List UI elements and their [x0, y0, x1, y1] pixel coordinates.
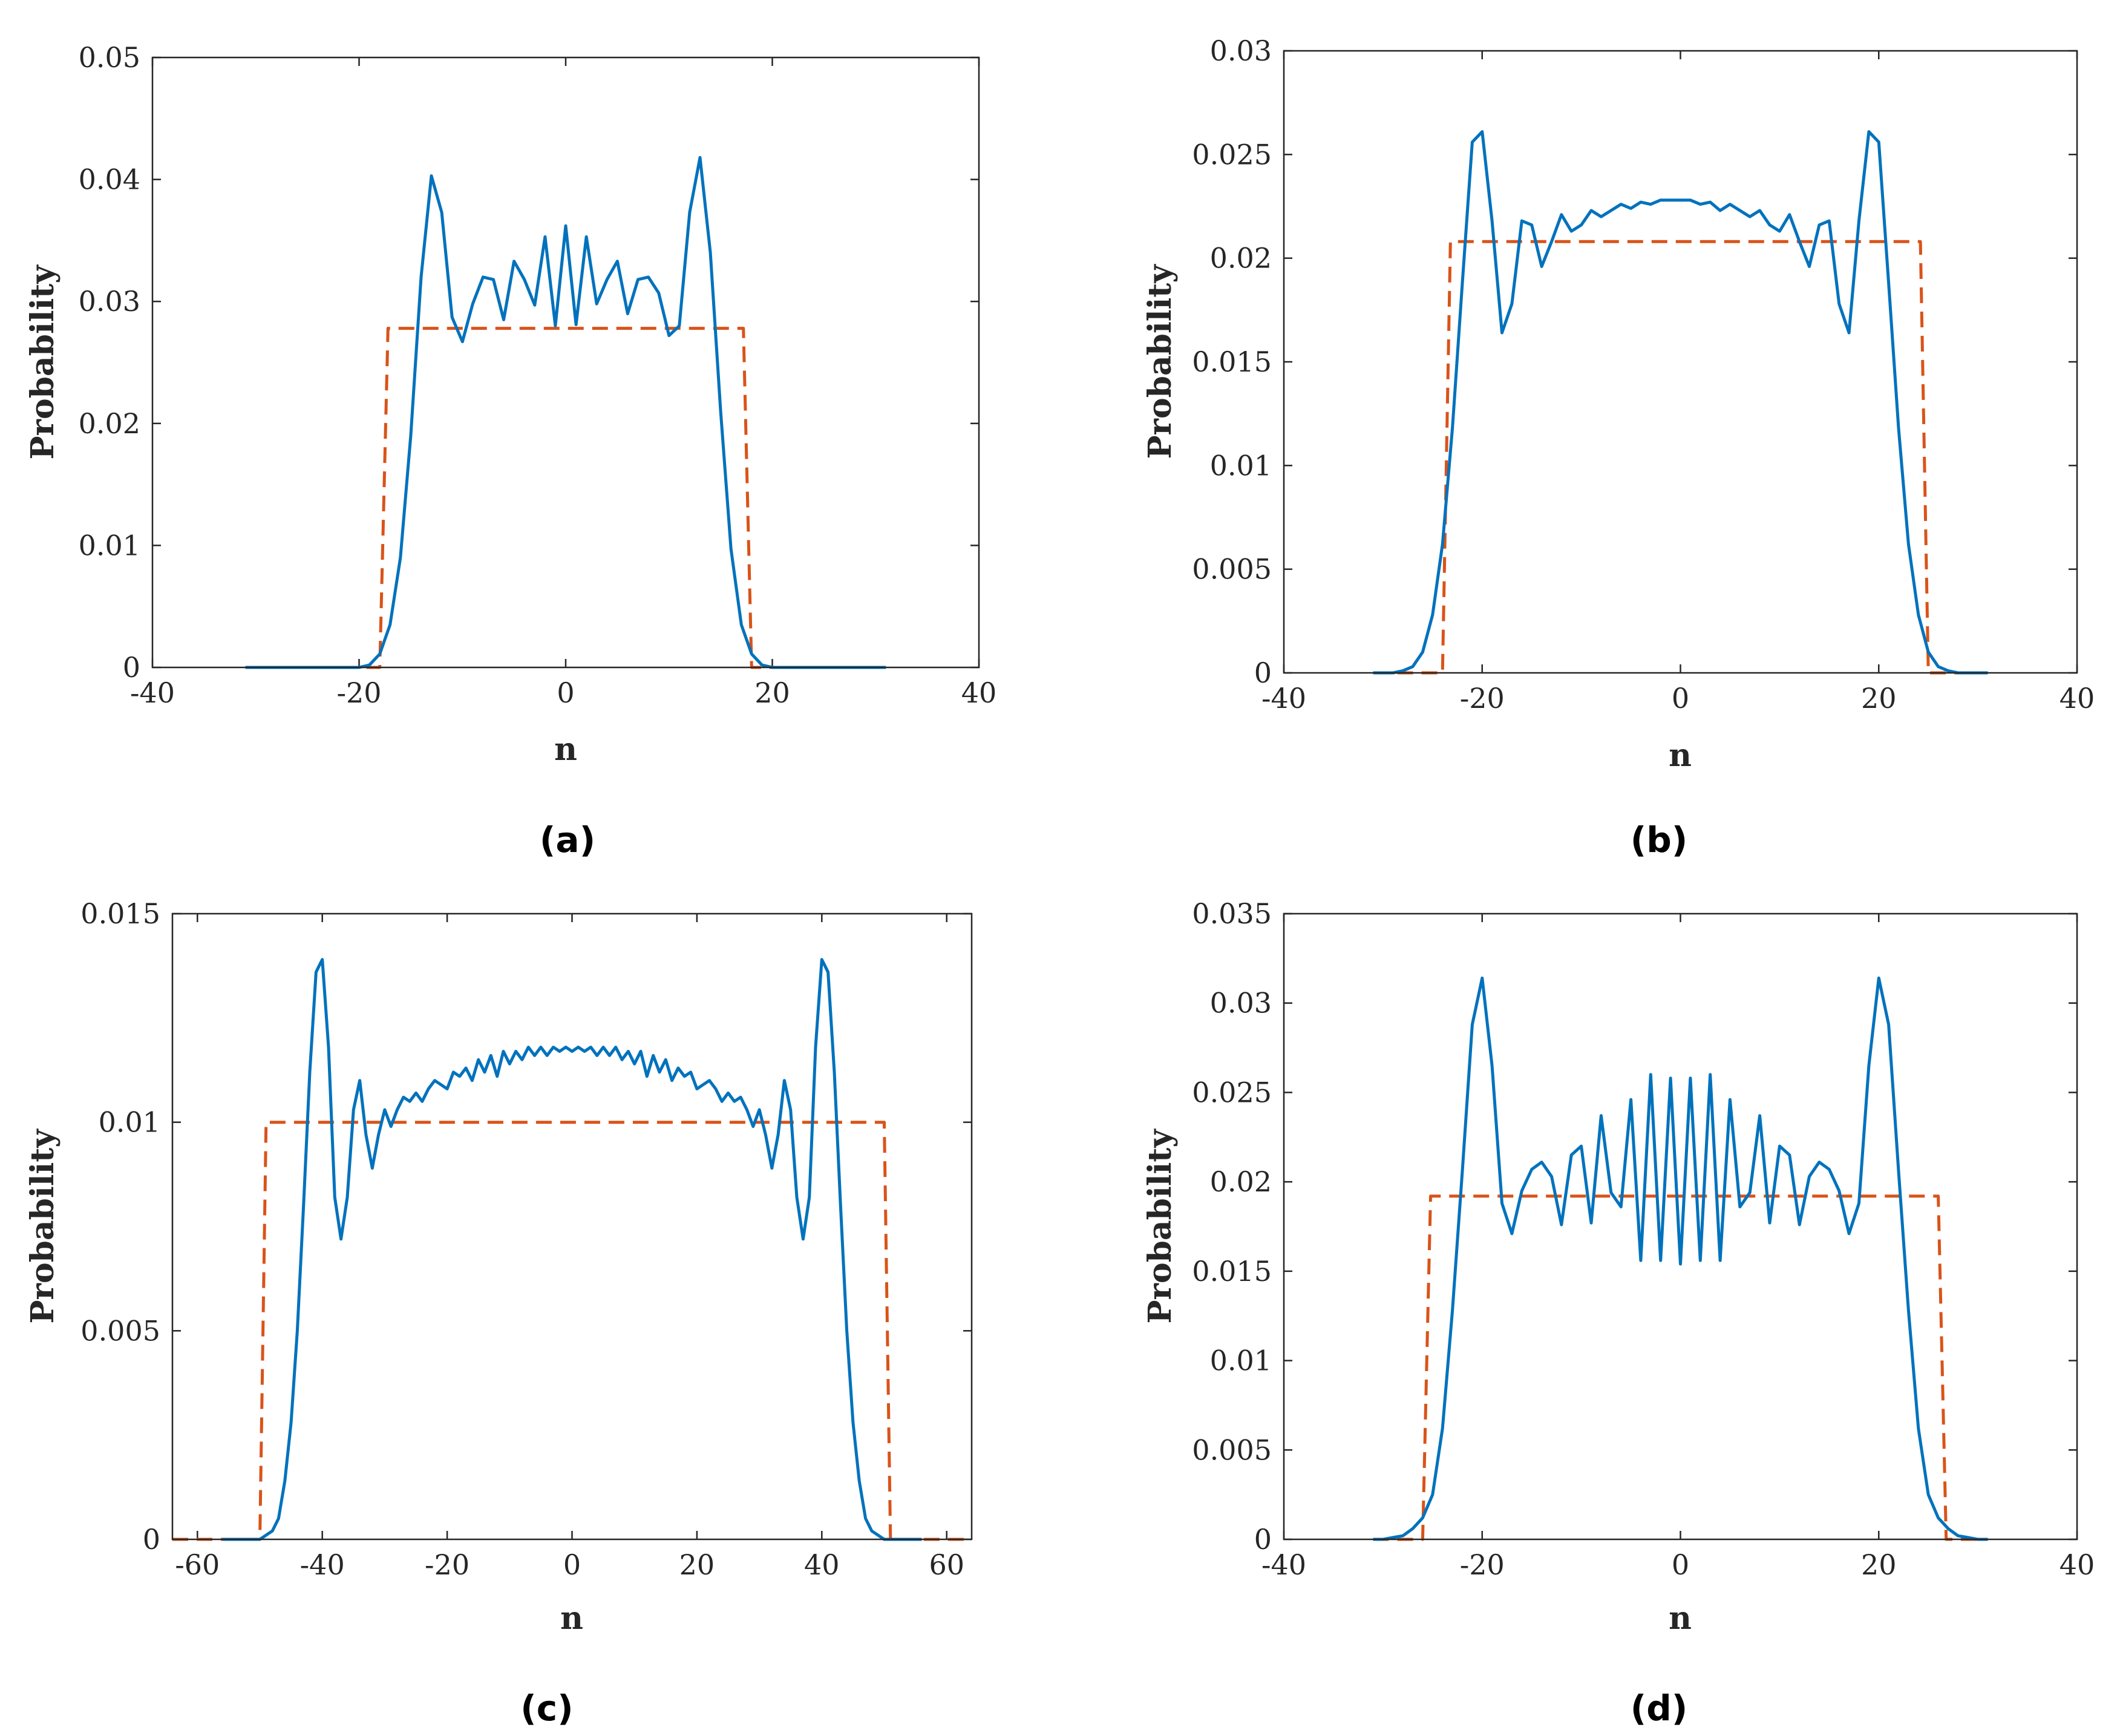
- panel-c-series-simulated: [222, 958, 922, 1541]
- panel-b-caption: (b): [1631, 819, 1688, 860]
- panel-d-ylabel: Probability: [1142, 1128, 1179, 1324]
- panel-c-ytick-label: 0: [143, 1523, 160, 1556]
- panel-a-xtick-label: -20: [336, 676, 381, 709]
- panel-b-ytick-label: 0.015: [1192, 346, 1272, 378]
- panel-b-plot-area: [1283, 50, 2078, 674]
- panel-b-xtick-label: 20: [1861, 682, 1897, 715]
- panel-a-ylabel: Probability: [24, 264, 61, 460]
- panel-b-ytick-label: 0.01: [1210, 449, 1272, 482]
- panel-a-plot-area: [151, 56, 980, 669]
- panel-d-ytick-label: 0.035: [1192, 897, 1272, 930]
- panel-a-xtick-label: 20: [754, 676, 790, 709]
- panel-c-xlabel: n: [560, 1600, 583, 1637]
- panel-a-ytick-label: 0.05: [79, 41, 140, 74]
- panel-b-xtick-label: 40: [2059, 682, 2095, 715]
- panel-d-ytick-label: 0.03: [1210, 987, 1272, 1020]
- panel-b-xtick-label: -40: [1261, 682, 1306, 715]
- panel-d-ytick-label: 0.025: [1192, 1076, 1272, 1109]
- panel-a-ytick-label: 0: [123, 651, 140, 684]
- panel-a-xlabel: n: [554, 731, 577, 768]
- panel-d-plot-area: [1283, 912, 2078, 1541]
- panel-c-ytick-label: 0.005: [80, 1314, 160, 1347]
- panel-c-ylabel: Probability: [24, 1128, 61, 1324]
- panel-d: n Probability (d) 0 0.005 0.01 0.015 0.02 0.0…: [1142, 897, 2095, 1729]
- panel-d-xtick-label: -40: [1261, 1548, 1306, 1581]
- panel-a-xtick-label: -40: [130, 676, 175, 709]
- panel-a-xtick-label: 40: [961, 676, 997, 709]
- panel-b-series-simulated: [1373, 130, 1988, 675]
- panel-b-xlabel: n: [1669, 737, 1692, 774]
- panel-c-xtick-label: 60: [929, 1548, 964, 1581]
- panel-d-series-simulated: [1373, 976, 1988, 1541]
- panel-c-plot-area: [171, 912, 973, 1541]
- panel-d-xlabel: n: [1669, 1600, 1692, 1637]
- panel-a-xtick-label: 0: [557, 676, 574, 709]
- panel-c-xtick-label: -60: [175, 1548, 220, 1581]
- panel-a-ytick-label: 0.01: [79, 529, 140, 562]
- panel-d-xtick-label: 0: [1672, 1548, 1689, 1581]
- panel-c: n Probability (c) 0 0.005 0.01 0.015 -60 -40 -…: [24, 897, 973, 1729]
- panel-d-caption: (d): [1631, 1688, 1688, 1729]
- panel-b-xtick-label: 0: [1672, 682, 1689, 715]
- panel-c-xtick-label: -40: [300, 1548, 345, 1581]
- panel-d-ytick-label: 0: [1254, 1523, 1272, 1556]
- panel-b: n Probability (b) 0 0.005 0.01 0.015 0.02 0.0…: [1142, 34, 2095, 860]
- panel-a-caption: (a): [540, 819, 595, 860]
- panel-c-xtick-label: 20: [679, 1548, 715, 1581]
- panel-b-ytick-label: 0.03: [1210, 34, 1272, 67]
- panel-b-ylabel: Probability: [1142, 264, 1179, 459]
- panel-b-ytick-label: 0.025: [1192, 138, 1272, 171]
- panel-a-ytick-label: 0.02: [79, 407, 140, 440]
- panel-c-caption: (c): [520, 1688, 573, 1729]
- panel-c-xtick-label: 0: [563, 1548, 581, 1581]
- panel-b-xtick-label: -20: [1460, 682, 1505, 715]
- panel-b-ytick-label: 0: [1254, 657, 1272, 689]
- panel-c-xtick-label: 40: [804, 1548, 840, 1581]
- panel-a-ytick-label: 0.03: [79, 285, 140, 318]
- panel-d-ytick-label: 0.015: [1192, 1255, 1272, 1288]
- panel-d-ytick-label: 0.02: [1210, 1165, 1272, 1198]
- panel-c-ytick-label: 0.01: [99, 1106, 160, 1139]
- panel-b-ytick-label: 0.02: [1210, 242, 1272, 275]
- panel-a: n Probability (a) 0 0.01 0.02 0.03 0.04 0.05 -…: [24, 41, 996, 860]
- panel-d-ytick-label: 0.005: [1192, 1433, 1272, 1466]
- panel-d-xtick-label: 40: [2059, 1548, 2095, 1581]
- panel-d-ytick-label: 0.01: [1210, 1345, 1272, 1377]
- panel-a-ytick-label: 0.04: [79, 163, 140, 196]
- panel-c-xtick-label: -20: [425, 1548, 469, 1581]
- panel-b-ytick-label: 0.005: [1192, 553, 1272, 586]
- panel-d-xtick-label: -20: [1460, 1548, 1505, 1581]
- panel-c-ytick-label: 0.015: [80, 897, 160, 930]
- panel-d-xtick-label: 20: [1861, 1548, 1897, 1581]
